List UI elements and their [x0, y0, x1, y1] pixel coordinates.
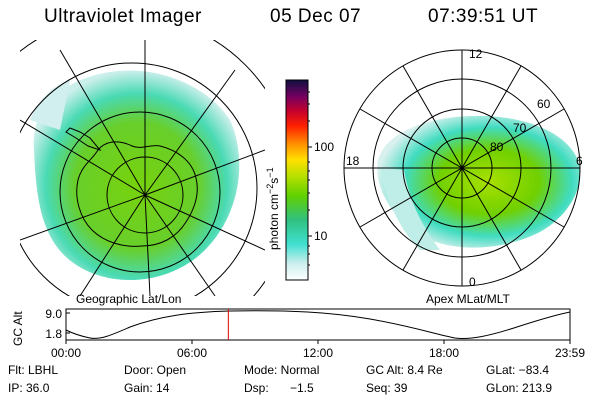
left-map-caption: Geographic Lat/Lon [76, 292, 182, 306]
left-emission-edge [30, 80, 70, 130]
mlt-label-12: 12 [469, 47, 483, 61]
colorbar [285, 79, 309, 281]
altitude-xtick-4: 23:59 [555, 346, 585, 360]
continent-outline [76, 141, 198, 247]
mlat-label-60: 60 [537, 97, 551, 111]
glon-label: GLon: 213.9 [486, 381, 553, 395]
dsp-value: −1.5 [290, 381, 314, 395]
colorbar-ticks [308, 91, 312, 266]
altitude-x-ticks [65, 312, 571, 344]
altitude-ytick-1.8: 1.8 [45, 327, 62, 341]
lat-circle-2 [59, 111, 221, 273]
mlt-lines [344, 50, 580, 286]
gc-alt-label: GC Alt: 8.4 Re [366, 363, 443, 377]
instrument-title: Ultraviolet Imager [44, 6, 202, 27]
right-emission-tail [380, 168, 440, 250]
glat-label: GLat: −83.4 [486, 363, 550, 377]
dsp-label: Dsp: [244, 381, 269, 395]
lat-circle-3 [20, 62, 258, 296]
mlt-label-18: 18 [346, 154, 360, 168]
altitude-xtick-2: 12:00 [303, 346, 333, 360]
altitude-plot-frame [65, 308, 571, 341]
altitude-ytick-9: 9.0 [45, 307, 62, 321]
longitude-lines [20, 40, 265, 296]
apex-map: 12 18 6 0 60 70 80 [343, 47, 583, 289]
mode-label: Mode: Normal [244, 363, 320, 377]
mlt-label-6: 6 [576, 154, 583, 168]
gain-label: Gain: 14 [124, 381, 170, 395]
colorbar-unit-label: photon cm−2s−1 [265, 167, 281, 250]
altitude-xtick-1: 06:00 [177, 346, 207, 360]
altitude-xtick-3: 18:00 [429, 346, 459, 360]
mlat-label-70: 70 [513, 121, 527, 135]
seq-label: Seq: 39 [366, 381, 408, 395]
altitude-curve [65, 310, 571, 339]
time-label: 07:39:51 UT [428, 6, 539, 27]
flt-label: Flt: LBHL [8, 363, 59, 377]
geographic-map [20, 40, 265, 296]
peninsula-outline [65, 127, 102, 152]
right-map-caption: Apex MLat/MLT [426, 292, 510, 306]
colorbar-tick-100: 100 [314, 140, 334, 154]
colorbar-tick-10: 10 [314, 229, 328, 243]
ip-label: IP: 36.0 [8, 381, 50, 395]
mlat-label-80: 80 [490, 140, 504, 154]
date-label: 05 Dec 07 [270, 6, 362, 27]
altitude-xtick-0: 00:00 [51, 346, 81, 360]
mlt-label-0: 0 [469, 275, 476, 289]
altitude-ylabel: GC Alt [11, 311, 25, 346]
door-label: Door: Open [124, 363, 187, 377]
altitude-plot: 9.0 1.8 GC Alt 00:00 06:00 12:00 18:00 2… [11, 307, 585, 360]
left-emission-region [33, 70, 240, 281]
